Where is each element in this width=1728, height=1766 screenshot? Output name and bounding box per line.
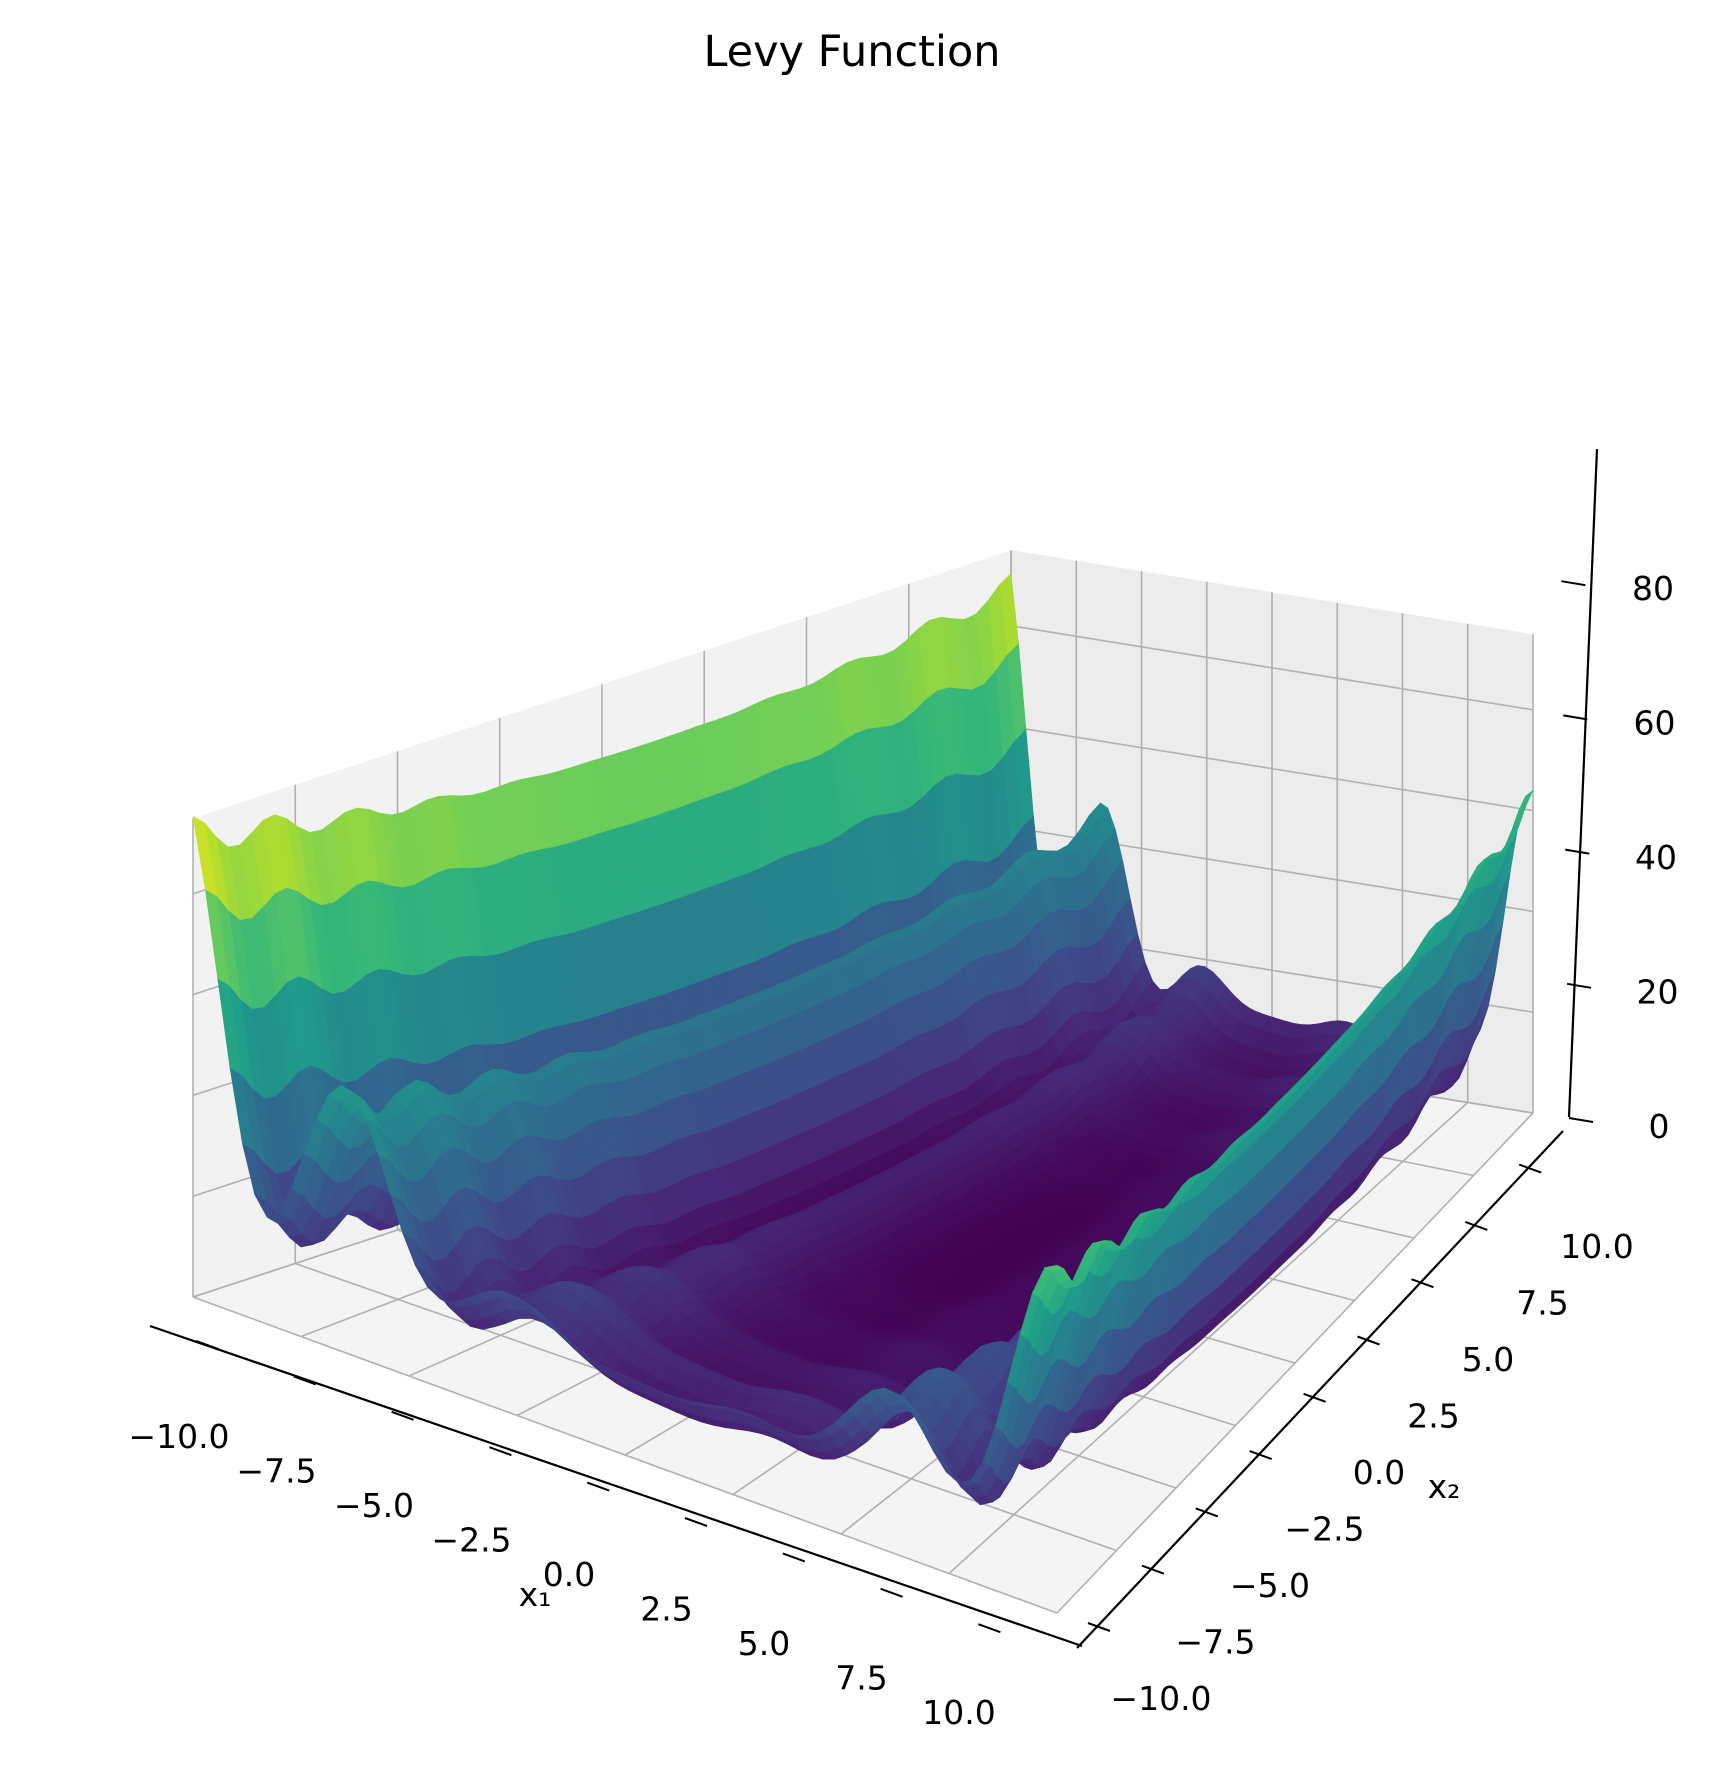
x-tick-mark	[880, 1587, 903, 1598]
y-tick-label: −5.0	[1230, 1566, 1310, 1605]
y-tick-label: 10.0	[1560, 1227, 1633, 1266]
z-tick-mark	[1563, 714, 1588, 721]
x-tick-mark	[586, 1481, 610, 1492]
chart-title: Levy Function	[703, 27, 1000, 77]
y-tick-label: −10.0	[1110, 1679, 1211, 1718]
x-tick-mark	[782, 1552, 806, 1563]
z-tick-mark	[1566, 982, 1592, 989]
z-tick-mark	[1565, 848, 1590, 855]
x-tick-mark	[195, 1340, 219, 1350]
x-tick-mark	[684, 1517, 708, 1527]
x-tick-mark	[978, 1623, 1001, 1634]
surface-mesh	[192, 572, 1534, 1506]
x-tick-label: 2.5	[640, 1590, 692, 1629]
x-tick-label: 5.0	[738, 1624, 790, 1663]
x-tick-label: −7.5	[236, 1452, 316, 1491]
x-tick-label: −5.0	[334, 1486, 414, 1525]
y-tick-label: −7.5	[1175, 1623, 1255, 1662]
z-grid-back	[1010, 725, 1534, 812]
z-tick-mark	[1568, 1117, 1594, 1123]
x-tick-label: 7.5	[835, 1659, 887, 1698]
y-tick-label: 0.0	[1353, 1453, 1405, 1492]
y-grid-floor	[192, 1296, 1058, 1614]
x-tick-label: −10.0	[128, 1417, 229, 1456]
y-tick-label: −2.5	[1284, 1510, 1364, 1549]
z-tick-mark	[1561, 580, 1586, 587]
z-grid-back	[1010, 625, 1534, 711]
y-tick-label: 2.5	[1407, 1397, 1459, 1436]
y-tick-label: 5.0	[1462, 1340, 1514, 1379]
y-tick-label: 7.5	[1516, 1284, 1568, 1323]
z-axis-line	[1567, 448, 1599, 1118]
x-tick-label: −2.5	[431, 1521, 511, 1560]
x-tick-label: 10.0	[922, 1693, 995, 1732]
x-tick-mark	[293, 1375, 317, 1386]
